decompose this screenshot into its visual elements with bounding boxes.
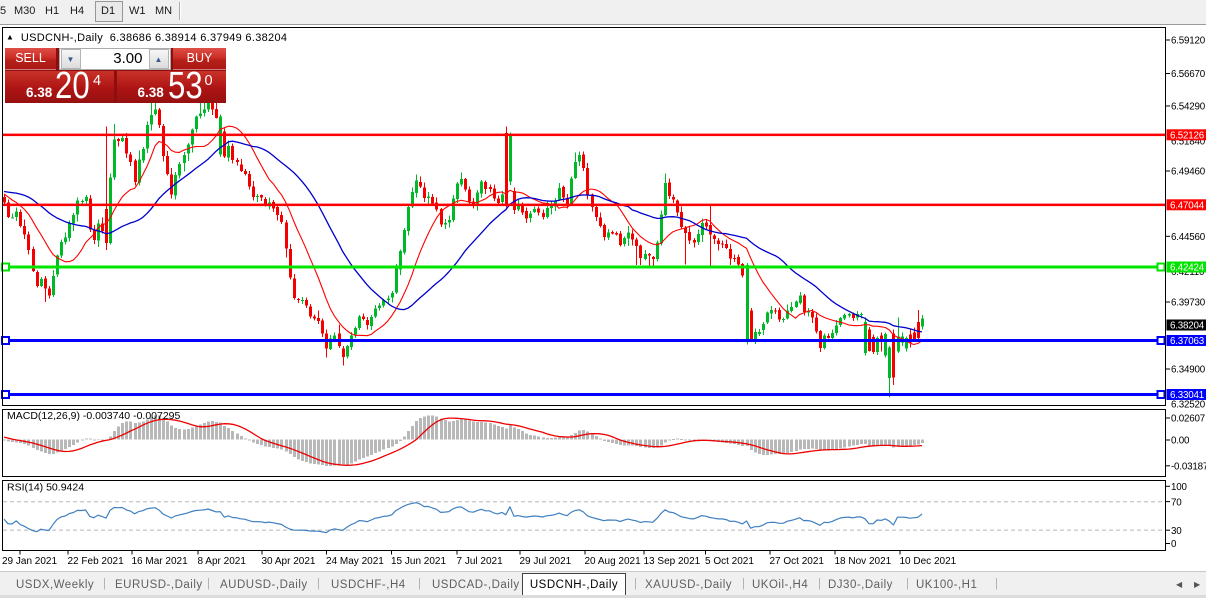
svg-text:18 Nov 2021: 18 Nov 2021 [835, 556, 892, 567]
svg-text:6.47044: 6.47044 [1170, 200, 1205, 211]
svg-text:6.54290: 6.54290 [1171, 102, 1206, 113]
svg-text:6.34900: 6.34900 [1171, 365, 1206, 376]
svg-text:6.49460: 6.49460 [1171, 167, 1206, 178]
svg-text:6.39730: 6.39730 [1171, 298, 1206, 309]
svg-text:0.02607: 0.02607 [1171, 414, 1205, 425]
svg-text:30: 30 [1171, 526, 1182, 537]
svg-text:20 Aug 2021: 20 Aug 2021 [585, 556, 642, 567]
svg-text:6.56670: 6.56670 [1171, 69, 1206, 80]
svg-text:16 Mar 2021: 16 Mar 2021 [132, 556, 189, 567]
svg-text:6.37063: 6.37063 [1170, 336, 1205, 347]
svg-text:100: 100 [1171, 482, 1187, 493]
svg-text:6.42424: 6.42424 [1170, 263, 1205, 274]
svg-text:24 May 2021: 24 May 2021 [326, 556, 384, 567]
svg-text:10 Dec 2021: 10 Dec 2021 [900, 556, 957, 567]
svg-text:6.59120: 6.59120 [1171, 36, 1206, 47]
svg-text:6.33041: 6.33041 [1170, 390, 1204, 401]
svg-text:6.38204: 6.38204 [1170, 321, 1205, 332]
svg-text:5 Oct 2021: 5 Oct 2021 [705, 556, 754, 567]
svg-text:7 Jul 2021: 7 Jul 2021 [457, 556, 504, 567]
svg-text:13 Sep 2021: 13 Sep 2021 [644, 556, 701, 567]
svg-text:15 Jun 2021: 15 Jun 2021 [391, 556, 446, 567]
svg-text:8 Apr 2021: 8 Apr 2021 [198, 556, 247, 567]
svg-text:30 Apr 2021: 30 Apr 2021 [262, 556, 316, 567]
svg-text:6.44560: 6.44560 [1171, 232, 1206, 243]
svg-text:6.32520: 6.32520 [1171, 400, 1206, 411]
svg-text:29 Jan 2021: 29 Jan 2021 [2, 556, 57, 567]
svg-text:-0.03187: -0.03187 [1171, 462, 1206, 473]
svg-text:22 Feb 2021: 22 Feb 2021 [68, 556, 125, 567]
svg-text:6.51840: 6.51840 [1171, 137, 1206, 148]
svg-text:MACD(12,26,9) -0.003740 -0.007: MACD(12,26,9) -0.003740 -0.007295 [7, 410, 181, 422]
svg-text:70: 70 [1171, 497, 1182, 508]
svg-text:0.00: 0.00 [1171, 436, 1190, 447]
svg-text:RSI(14) 50.9424: RSI(14) 50.9424 [7, 481, 84, 493]
svg-text:0: 0 [1171, 539, 1177, 550]
svg-text:29 Jul 2021: 29 Jul 2021 [520, 556, 572, 567]
svg-text:27 Oct 2021: 27 Oct 2021 [770, 556, 825, 567]
svg-text:6.52126: 6.52126 [1170, 130, 1205, 141]
